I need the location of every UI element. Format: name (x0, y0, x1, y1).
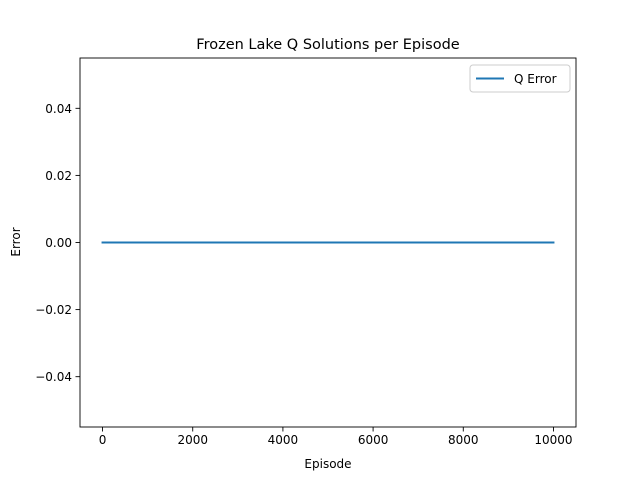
x-axis: 0 2000 4000 6000 8000 10000 (99, 427, 573, 447)
legend-label: Q Error (514, 72, 557, 86)
x-tick-label: 4000 (268, 433, 299, 447)
legend: Q Error (469, 64, 571, 93)
y-axis: −0.04 −0.02 0.00 0.02 0.04 (35, 102, 80, 384)
y-tick-label: 0.02 (45, 169, 72, 183)
legend-box (469, 64, 571, 93)
y-tick-label: −0.04 (35, 370, 72, 384)
chart-title: Frozen Lake Q Solutions per Episode (196, 37, 459, 53)
y-tick-label: 0.00 (45, 236, 72, 250)
x-tick-label: 2000 (177, 433, 208, 447)
x-tick-label: 8000 (448, 433, 479, 447)
x-tick-label: 0 (99, 433, 107, 447)
y-axis-label: Error (9, 227, 23, 256)
y-tick-label: −0.02 (35, 303, 72, 317)
y-tick-label: 0.04 (45, 102, 72, 116)
x-tick-label: 6000 (358, 433, 389, 447)
x-axis-label: Episode (304, 457, 351, 471)
x-tick-label: 10000 (534, 433, 572, 447)
